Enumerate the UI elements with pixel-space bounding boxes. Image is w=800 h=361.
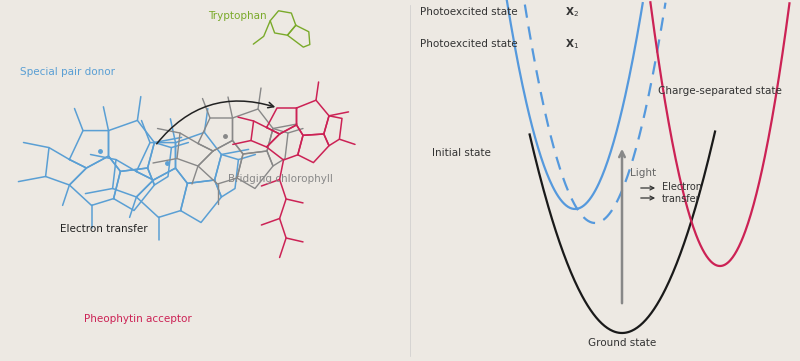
Text: Light: Light [630, 168, 656, 178]
Text: Bridging chlorophyll: Bridging chlorophyll [228, 174, 333, 184]
Text: Tryptophan: Tryptophan [208, 11, 266, 21]
Text: Photoexcited state: Photoexcited state [420, 39, 521, 49]
Text: $\mathbf{X}_{1}$: $\mathbf{X}_{1}$ [565, 37, 579, 51]
Text: Charge-separated state: Charge-separated state [658, 86, 782, 96]
Text: Special pair donor: Special pair donor [20, 67, 115, 77]
Text: Electron
transfer: Electron transfer [662, 182, 702, 204]
Text: Photoexcited state: Photoexcited state [420, 7, 521, 17]
Text: Pheophytin acceptor: Pheophytin acceptor [84, 314, 192, 325]
Text: Electron transfer: Electron transfer [60, 224, 148, 234]
Text: Ground state: Ground state [588, 338, 656, 348]
Text: Initial state: Initial state [432, 148, 491, 158]
Text: $\mathbf{X}_{2}$: $\mathbf{X}_{2}$ [565, 5, 579, 19]
